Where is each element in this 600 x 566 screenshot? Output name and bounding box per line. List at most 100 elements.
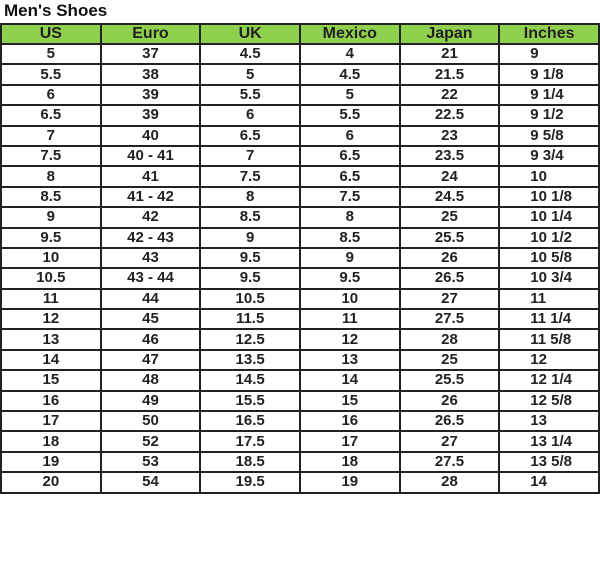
cell-inches: 10 5/8 [498,246,600,270]
cell-us: 8 [0,165,102,188]
cell-mexico: 16 [298,410,401,433]
cell-uk: 4.5 [199,42,301,66]
cell-uk: 6 [199,104,301,127]
cell-euro: 43 [99,246,202,270]
cell-inches: 10 1/8 [498,185,600,209]
table-row: 15 48 14.5 14 25.5 12 1/4 [0,369,600,392]
cell-mexico: 6.5 [298,144,401,168]
column-header-us: US [0,23,102,45]
table-row: 6 39 5.5 5 22 9 1/4 [0,83,600,107]
cell-japan: 21 [398,42,501,66]
cell-mexico: 9 [298,246,401,270]
column-header-euro: Euro [99,23,202,45]
cell-euro: 39 [99,104,202,127]
cell-mexico: 5 [298,83,401,107]
cell-mexico: 17 [298,430,401,453]
cell-us: 10 [0,246,102,270]
cell-euro: 38 [99,63,202,86]
cell-us: 7.5 [0,144,102,168]
cell-us: 8.5 [0,185,102,209]
cell-inches: 11 5/8 [498,328,600,351]
cell-mexico: 6 [298,124,401,147]
cell-mexico: 5.5 [298,104,401,127]
cell-us: 6 [0,83,102,107]
cell-inches: 14 [498,471,600,494]
cell-inches: 9 3/4 [498,144,600,168]
table-row: 14 47 13.5 13 25 12 [0,348,600,372]
cell-japan: 26.5 [398,410,501,433]
cell-euro: 40 - 41 [99,144,202,168]
cell-uk: 5.5 [199,83,301,107]
cell-uk: 7.5 [199,165,301,188]
cell-us: 20 [0,471,102,494]
cell-euro: 40 [99,124,202,147]
cell-mexico: 8 [298,206,401,229]
cell-inches: 13 5/8 [498,450,600,474]
cell-uk: 14.5 [199,369,301,392]
cell-mexico: 15 [298,389,401,413]
cell-mexico: 19 [298,471,401,494]
cell-uk: 8 [199,185,301,209]
cell-euro: 42 [99,206,202,229]
cell-euro: 41 - 42 [99,185,202,209]
cell-japan: 24.5 [398,185,501,209]
column-header-japan: Japan [398,23,501,45]
cell-mexico: 13 [298,348,401,372]
cell-mexico: 6.5 [298,165,401,188]
cell-japan: 25 [398,348,501,372]
cell-uk: 6.5 [199,124,301,147]
cell-inches: 12 [498,348,600,372]
cell-us: 14 [0,348,102,372]
cell-us: 15 [0,369,102,392]
page-title: Men's Shoes [4,1,108,20]
cell-euro: 37 [99,42,202,66]
cell-uk: 13.5 [199,348,301,372]
cell-inches: 13 [498,410,600,433]
cell-mexico: 14 [298,369,401,392]
cell-euro: 41 [99,165,202,188]
cell-mexico: 10 [298,287,401,311]
cell-japan: 21.5 [398,63,501,86]
cell-uk: 9.5 [199,246,301,270]
table-row: 13 46 12.5 12 28 11 5/8 [0,328,600,351]
cell-inches: 9 1/4 [498,83,600,107]
cell-inches: 12 1/4 [498,369,600,392]
column-header-inches: Inches [498,23,600,45]
cell-inches: 9 5/8 [498,124,600,147]
table-row: 5.5 38 5 4.5 21.5 9 1/8 [0,63,600,86]
cell-us: 16 [0,389,102,413]
cell-us: 13 [0,328,102,351]
cell-us: 5 [0,42,102,66]
table-row: 10.5 43 - 44 9.5 9.5 26.5 10 3/4 [0,267,600,290]
cell-uk: 17.5 [199,430,301,453]
cell-japan: 27 [398,430,501,453]
cell-mexico: 7.5 [298,185,401,209]
cell-uk: 11.5 [199,308,301,331]
cell-euro: 44 [99,287,202,311]
table-row: 8 41 7.5 6.5 24 10 [0,165,600,188]
cell-inches: 10 1/2 [498,226,600,249]
cell-japan: 25.5 [398,369,501,392]
cell-uk: 15.5 [199,389,301,413]
cell-us: 17 [0,410,102,433]
cell-euro: 53 [99,450,202,474]
cell-japan: 22.5 [398,104,501,127]
cell-inches: 9 1/2 [498,104,600,127]
cell-japan: 27.5 [398,308,501,331]
cell-japan: 26 [398,389,501,413]
cell-inches: 11 [498,287,600,311]
cell-mexico: 4 [298,42,401,66]
cell-mexico: 9.5 [298,267,401,290]
table-row: 20 54 19.5 19 28 14 [0,471,600,494]
cell-uk: 16.5 [199,410,301,433]
table-row: 9.5 42 - 43 9 8.5 25.5 10 1/2 [0,226,600,249]
cell-mexico: 18 [298,450,401,474]
table-row: 17 50 16.5 16 26.5 13 [0,410,600,433]
cell-uk: 12.5 [199,328,301,351]
cell-euro: 49 [99,389,202,413]
cell-japan: 23.5 [398,144,501,168]
table-row: 7.5 40 - 41 7 6.5 23.5 9 3/4 [0,144,600,168]
cell-uk: 7 [199,144,301,168]
cell-euro: 48 [99,369,202,392]
cell-inches: 10 [498,165,600,188]
